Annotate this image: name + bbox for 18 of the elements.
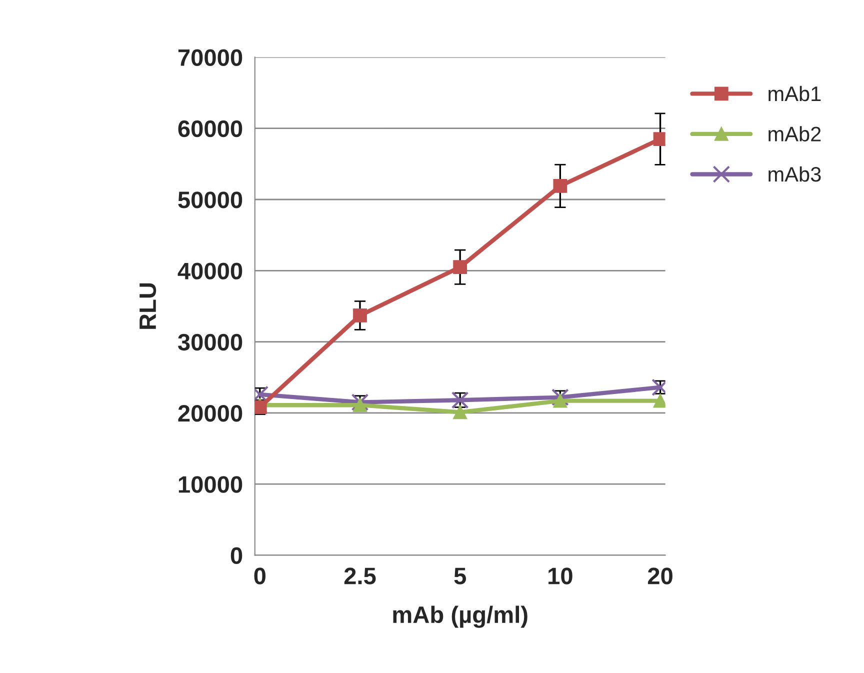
x-tick-label: 10 [548,568,572,584]
y-tick-label: 30000 [178,334,242,351]
y-tick-label: 70000 [178,49,242,66]
x-tick-label: 0 [254,568,266,584]
x-axis-title: mAb (µg/ml) [393,606,528,628]
legend-label: mAb3 [768,166,821,182]
y-tick-label: 50000 [178,192,242,208]
y-axis-title: RLU [140,283,156,329]
legend-label: mAb2 [768,126,821,142]
y-tick-label: 40000 [178,262,242,280]
x-tick-label: 2.5 [344,568,376,584]
y-tick-label: 10000 [178,476,242,493]
y-tick-label: 20000 [178,405,242,422]
x-tick-label: 20 [648,568,672,584]
legend-label: mAb1 [768,86,821,102]
y-tick-label: 60000 [178,120,242,138]
x-tick-label: 5 [454,568,466,584]
y-tick-label: 0 [230,547,242,564]
